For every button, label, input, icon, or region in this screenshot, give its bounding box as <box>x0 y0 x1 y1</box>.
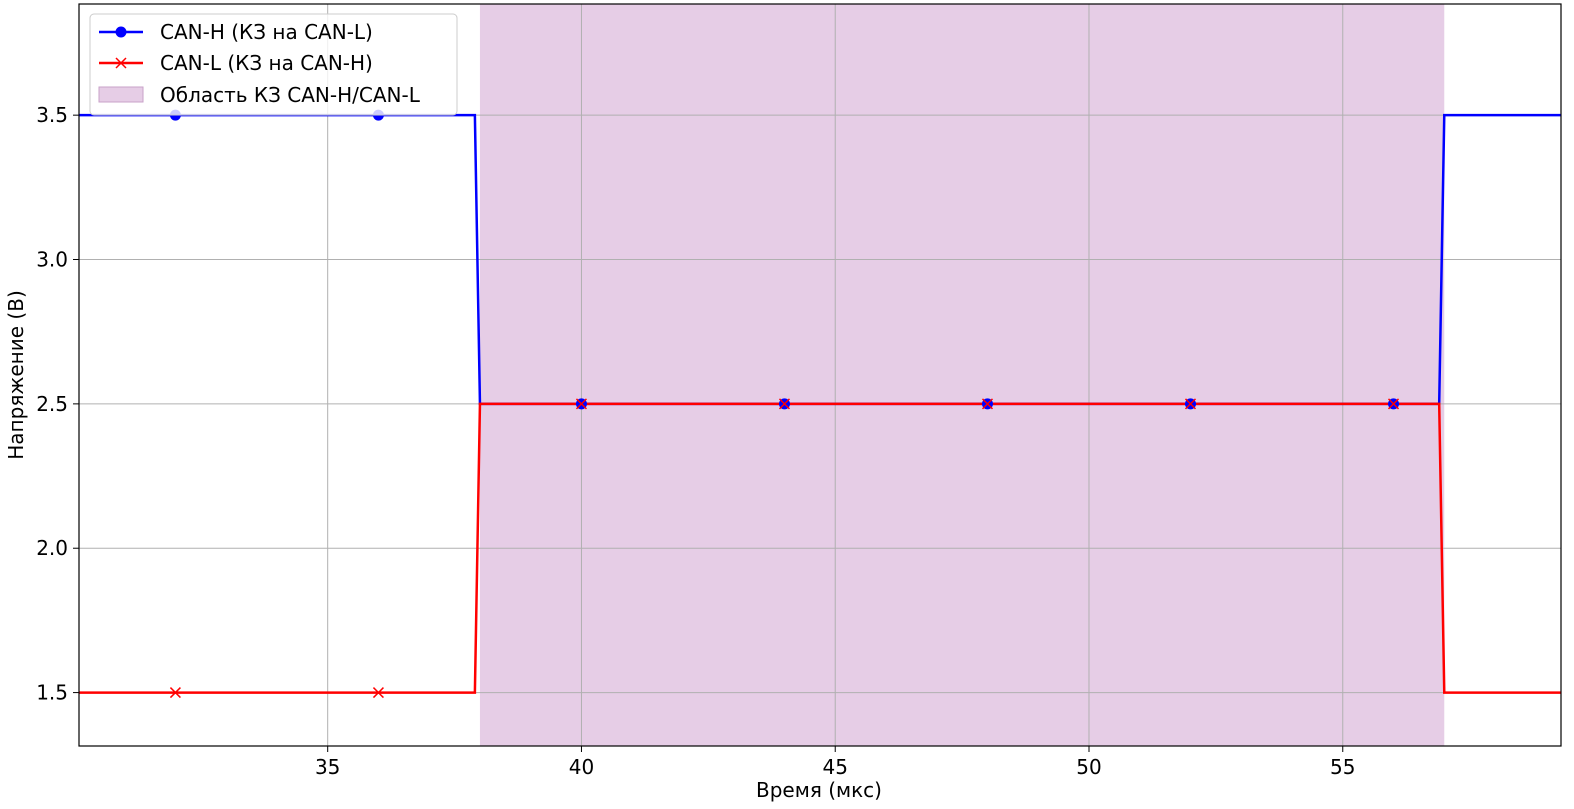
data-point-can-l <box>1387 398 1400 410</box>
legend-swatch-short-region <box>98 86 144 103</box>
data-point-can-l <box>778 398 791 410</box>
y-tick-label: 3.0 <box>36 248 68 272</box>
y-tick-label: 3.5 <box>36 103 68 127</box>
shade-layer <box>479 4 1445 746</box>
x-tick-label: 55 <box>1330 755 1355 779</box>
data-point-can-l <box>169 687 181 699</box>
x-axis-label: Время (мкс) <box>756 778 882 802</box>
y-tick-label: 1.5 <box>36 681 68 705</box>
data-point-can-l <box>372 687 384 699</box>
y-axis-label: Напряжение (В) <box>4 290 28 459</box>
plot-border <box>78 3 1562 747</box>
x-tick-label: 45 <box>822 755 847 779</box>
legend-marker-can-l <box>115 57 127 69</box>
tick-layer: 35 40 45 50 55 1.5 2.0 2.5 3.0 3.5 <box>36 103 1355 779</box>
legend-label-short-region: Область КЗ CAN-H/CAN-L <box>160 83 421 107</box>
short-circuit-region <box>479 4 1445 746</box>
data-point-can-l <box>575 398 587 410</box>
legend-marker-can-h <box>115 26 127 38</box>
x-tick-label: 35 <box>315 755 340 779</box>
legend-label-can-l: CAN-L (КЗ на CAN-H) <box>160 51 373 75</box>
series-line-can-l <box>79 402 1561 694</box>
x-tick-label: 50 <box>1076 755 1101 779</box>
x-tick-label: 40 <box>569 755 594 779</box>
data-point-can-l <box>981 398 994 410</box>
legend-box <box>89 13 458 116</box>
legend: CAN-H (КЗ на CAN-L) CAN-L (КЗ на CAN-H) … <box>89 13 458 116</box>
y-tick-label: 2.5 <box>36 392 68 416</box>
plot-frame <box>78 3 1562 747</box>
y-tick-label: 2.0 <box>36 536 68 560</box>
grid-layer <box>79 4 1561 746</box>
data-point-can-l <box>1184 398 1197 410</box>
legend-label-can-h: CAN-H (КЗ на CAN-L) <box>160 20 373 44</box>
